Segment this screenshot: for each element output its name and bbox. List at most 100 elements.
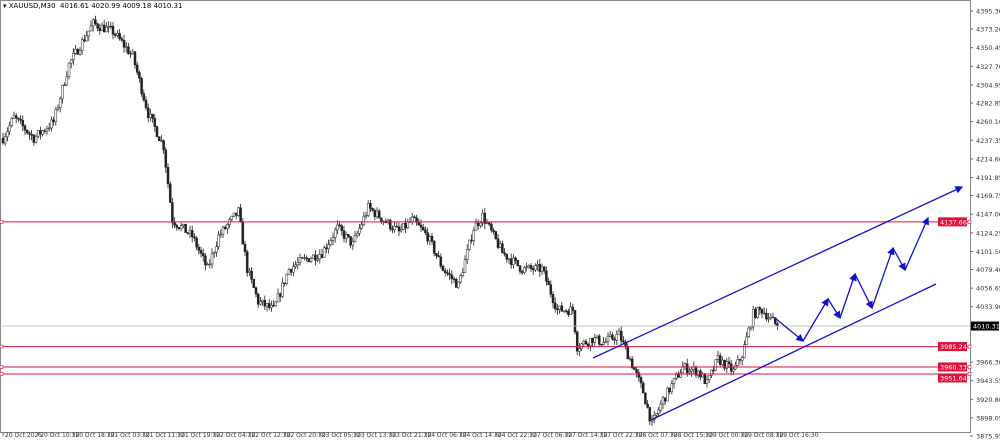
candle-body: [465, 249, 469, 260]
y-tick-label: 3898.05: [976, 414, 1000, 422]
candle-body: [494, 231, 498, 240]
candle-body: [369, 203, 372, 209]
candle-body: [428, 236, 432, 242]
candle: [600, 344, 603, 346]
collapse-triangle-icon[interactable]: ▾: [3, 2, 7, 10]
y-tick-label: 4214.60: [976, 155, 1000, 163]
candle: [441, 264, 445, 272]
candle-body: [762, 312, 766, 315]
candle: [747, 325, 751, 338]
candle-body: [501, 243, 504, 254]
candle: [54, 106, 58, 126]
candle-body: [41, 130, 44, 135]
candle: [179, 222, 183, 232]
candle: [283, 282, 286, 287]
candle-body: [355, 233, 359, 236]
candle: [569, 302, 572, 316]
x-tick-label: 28 Oct 07:30: [639, 432, 678, 439]
candle-body: [94, 19, 97, 25]
candle: [571, 303, 575, 315]
candle: [663, 397, 667, 405]
candle-body: [149, 113, 152, 118]
candle: [635, 366, 638, 378]
candle-body: [316, 258, 319, 261]
candle-body: [551, 294, 555, 304]
candle-body: [520, 270, 524, 274]
candle-body: [193, 236, 196, 239]
candle: [399, 223, 403, 233]
candle-body: [439, 256, 443, 267]
candle: [30, 130, 33, 141]
candle-body: [468, 239, 471, 250]
candle-body: [151, 113, 154, 119]
candle: [34, 133, 38, 144]
candle: [520, 269, 524, 275]
candle: [50, 116, 53, 132]
candle: [52, 117, 55, 126]
candle-body: [518, 265, 522, 272]
y-tick-label: 3966.30: [976, 359, 1000, 367]
candle: [226, 223, 229, 234]
candle-body: [457, 281, 460, 288]
candle-body: [358, 228, 361, 234]
candle-body: [226, 224, 229, 230]
y-tick-label: 4191.85: [976, 174, 1000, 182]
candle: [457, 281, 460, 289]
candle: [228, 217, 231, 229]
candle: [17, 117, 20, 123]
candle-body: [765, 312, 768, 320]
candle: [153, 114, 157, 132]
candle: [63, 82, 66, 87]
candle: [318, 249, 322, 264]
candle-body: [589, 337, 592, 347]
candle: [657, 407, 660, 417]
candle: [718, 352, 722, 368]
candle: [83, 34, 86, 43]
candle: [94, 15, 97, 26]
candle-body: [432, 241, 436, 254]
candle: [492, 227, 495, 235]
x-tick-label: 29 Oct 16:30: [779, 432, 818, 439]
symbol-timeframe: XAUUSD,M30: [8, 2, 56, 10]
x-tick-label: 21 Oct 19:30: [181, 432, 220, 439]
candle-body: [690, 369, 693, 372]
candle-body: [259, 301, 262, 305]
candle-body: [135, 64, 139, 73]
candle-body: [87, 30, 91, 37]
candle: [278, 292, 282, 302]
candle: [512, 254, 515, 269]
candle-body: [672, 378, 676, 384]
candle-body: [177, 227, 181, 229]
candle: [201, 248, 205, 262]
candle: [611, 332, 614, 341]
candle-body: [362, 215, 366, 225]
candle: [503, 248, 506, 257]
candle: [364, 211, 368, 220]
candle-body: [516, 259, 520, 266]
candle: [463, 255, 467, 273]
candle: [1, 132, 5, 145]
candle: [765, 308, 768, 322]
y-tick-label: 4260.10: [976, 118, 1000, 126]
candle-body: [217, 234, 220, 247]
candle-body: [575, 331, 579, 352]
candle-body: [492, 230, 495, 232]
candle: [230, 215, 234, 222]
candle: [666, 386, 669, 402]
x-tick-label: 27 Oct 06:30: [533, 432, 572, 439]
candle: [729, 359, 733, 376]
candle-body: [531, 268, 535, 271]
candle-body: [380, 217, 383, 222]
candle: [476, 219, 480, 231]
candle-body: [25, 129, 29, 134]
candle: [465, 244, 469, 265]
candle-body: [608, 334, 612, 337]
candle: [573, 309, 577, 335]
candle: [613, 336, 616, 345]
level-anchor: [967, 344, 972, 349]
candle: [606, 332, 610, 346]
candle: [514, 256, 517, 265]
candle: [424, 226, 427, 236]
candle: [371, 207, 374, 212]
